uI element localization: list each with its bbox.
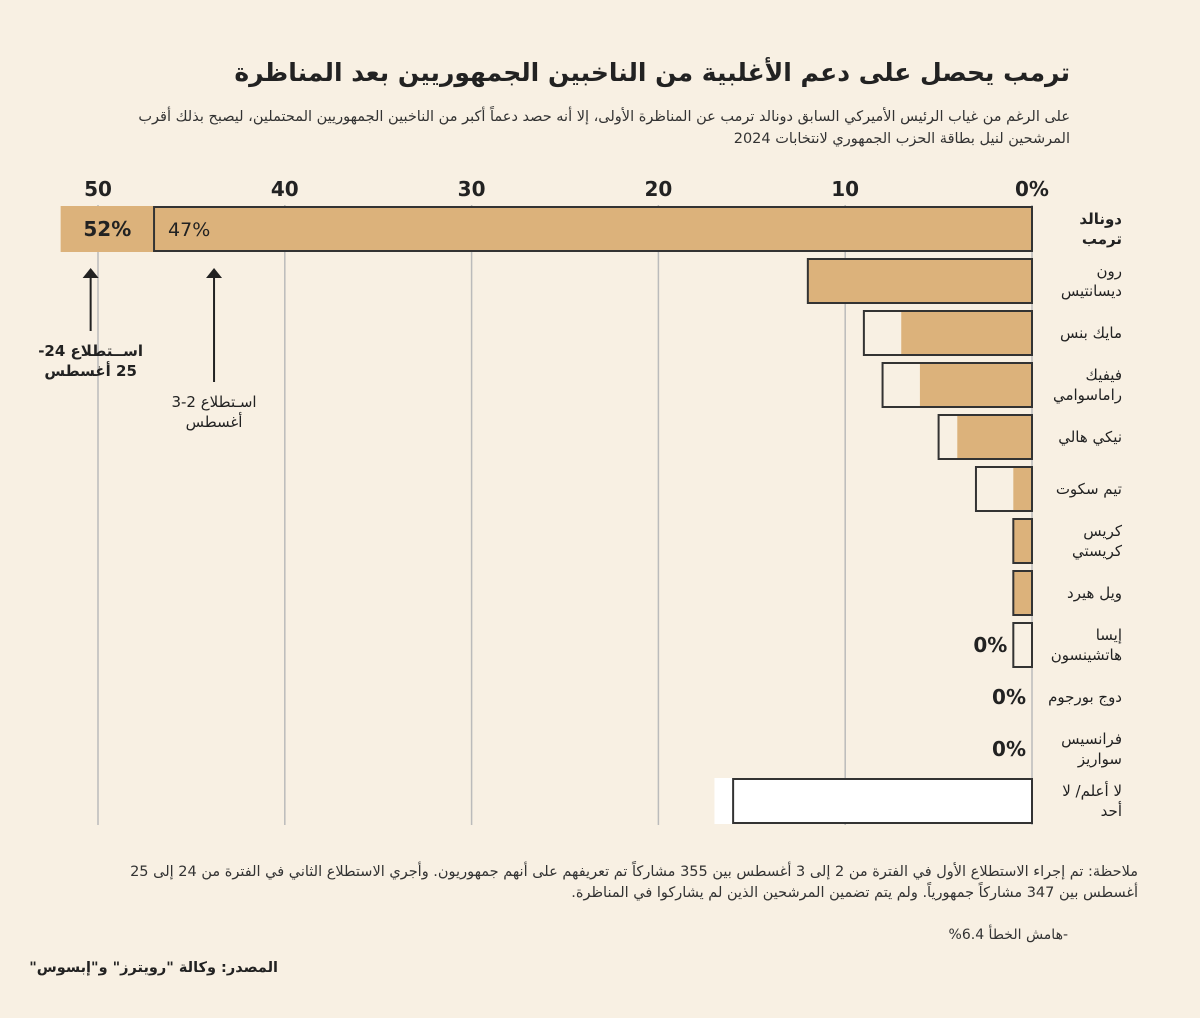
bar [1013,518,1032,564]
bar [919,362,1032,408]
bar-outline [732,778,1033,824]
value-label: 0% [992,737,1026,761]
category-label: إيسا هاتشينسون [1050,626,1122,664]
category-label: رون ديسانتيس [1060,262,1122,300]
bar [957,414,1032,460]
x-tick-label: 40 [271,177,299,201]
bar-outline [937,414,1033,460]
category-label: فيفيك راماسوامي [1052,366,1122,404]
bar-outline [1012,518,1034,564]
bar-outline [862,310,1033,356]
bar-outline [806,258,1034,304]
subtitle: على الرغم من غياب الرئيس الأميركي السابق… [138,109,1070,147]
bar [1013,466,1032,512]
bar [1013,570,1032,616]
category-label: دوج بورجوم [1048,688,1122,706]
category-label: مايك بنس [1059,324,1122,342]
category-label: كريس كريستي [1071,522,1122,560]
category-label: دونالد ترمب [1079,210,1122,248]
annotation-arrowhead [82,268,99,278]
bar [807,258,1032,304]
bar-outline [1012,570,1034,616]
bar-outline [153,206,1034,252]
chart-title: ترمب يحصل على دعم الأغلبية من الناخبين ا… [234,58,1070,87]
bar [60,206,1032,252]
x-tick-label: 50 [84,177,112,201]
margin-of-error: -هامش الخطأ 6.4% [948,927,1068,943]
annotation-arrowhead [206,268,223,278]
x-tick-label: 20 [644,177,672,201]
note: ملاحظة: تم إجراء الاستطلاع الأول في الفت… [130,864,1138,901]
bar [714,778,1032,824]
category-label: تيم سكوت [1055,480,1122,498]
category-label: ويل هيرد [1067,584,1122,602]
bar-outline [881,362,1033,408]
value-label: 0% [973,633,1007,657]
category-label: فرانسيس سواريز [1061,730,1122,768]
value-label: 0% [992,685,1026,709]
series-annotation: اســتطلاع 24-25 أغسطس [38,342,144,380]
category-label: نيكي هالي [1058,428,1122,446]
bar-outline [974,466,1034,512]
value-label: 47% [168,219,210,241]
category-label: لا أعلم/ لا أحد [1062,782,1122,820]
bar [901,310,1032,356]
x-tick-label: 10 [831,177,859,201]
x-tick-label: 0% [1015,177,1049,201]
bar-outline [1012,622,1034,668]
series-annotation: اسـتطلاع 2-3 أغسطس [171,393,257,431]
value-label: 52% [83,217,131,241]
x-tick-label: 30 [458,177,486,201]
source: المصدر: وكالة "رويترز" و"إبسوس" [29,960,278,976]
